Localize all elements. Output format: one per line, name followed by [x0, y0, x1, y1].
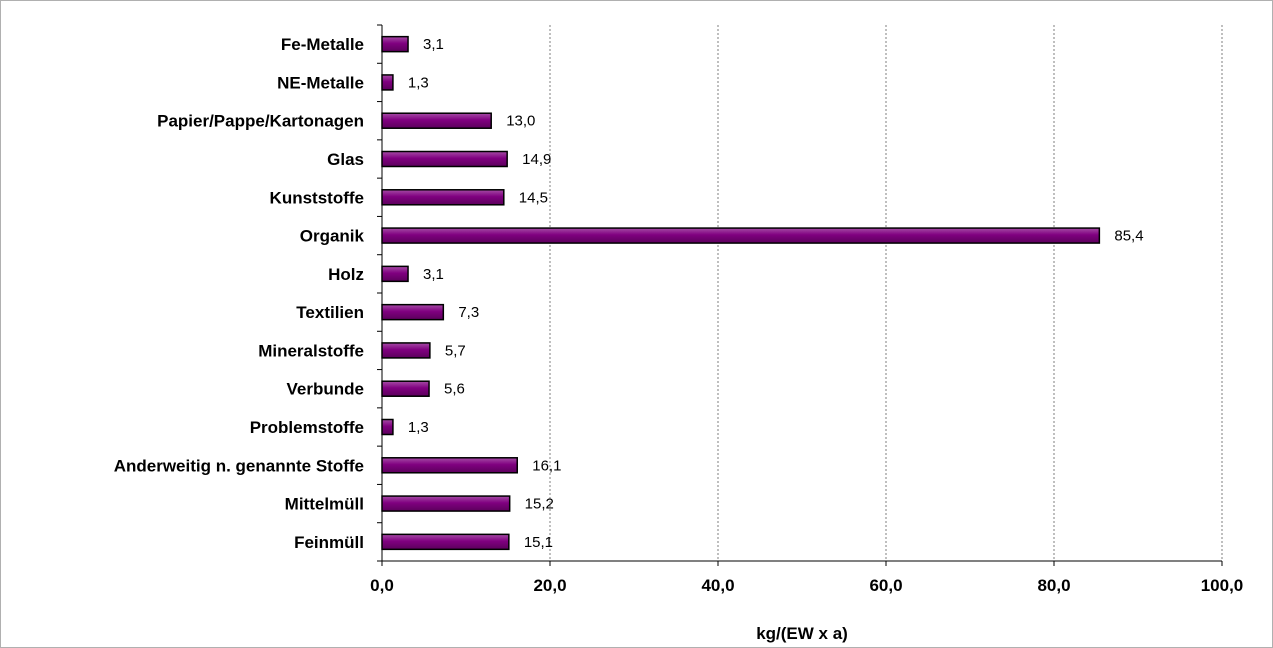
data-label: 1,3: [408, 74, 429, 91]
category-label: Organik: [300, 227, 365, 246]
category-label: Anderweitig n. genannte Stoffe: [114, 456, 364, 475]
bars: [381, 35, 1101, 551]
data-label: 15,2: [525, 496, 554, 513]
x-axis-title: kg/(EW x a): [756, 624, 848, 643]
bar-0: [381, 35, 409, 53]
category-label: NE-Metalle: [277, 73, 364, 92]
bar-13: [381, 533, 510, 551]
bar-5: [381, 227, 1101, 244]
x-tick-label: 40,0: [701, 576, 734, 595]
bar-1: [381, 74, 394, 91]
bar-2: [381, 112, 492, 129]
data-label: 5,7: [445, 342, 466, 359]
bar-3: [381, 150, 508, 168]
bar-7: [381, 303, 445, 321]
bar-10: [381, 418, 394, 436]
bar-11: [381, 457, 518, 474]
bar-6: [381, 265, 409, 283]
category-label: Papier/Pappe/Kartonagen: [157, 112, 364, 131]
category-label: Problemstoffe: [250, 418, 364, 437]
category-label: Verbunde: [287, 380, 364, 399]
data-label: 16,1: [532, 457, 561, 474]
category-label: Fe-Metalle: [281, 35, 364, 54]
data-label: 7,3: [458, 304, 479, 321]
data-label: 14,5: [519, 189, 548, 206]
data-label: 1,3: [408, 419, 429, 436]
axes: [377, 24, 1223, 566]
data-label: 3,1: [423, 266, 444, 283]
x-tick-label: 20,0: [533, 576, 566, 595]
category-label: Mineralstoffe: [258, 341, 364, 360]
x-tick-label: 80,0: [1037, 576, 1070, 595]
data-label: 15,1: [524, 534, 553, 551]
x-tick-label: 100,0: [1201, 576, 1244, 595]
x-tick-label: 0,0: [370, 576, 394, 595]
category-label: Kunststoffe: [270, 188, 364, 207]
bar-8: [381, 342, 431, 359]
data-label: 13,0: [506, 113, 535, 130]
category-label: Feinmüll: [294, 533, 364, 552]
gridlines: [549, 25, 1223, 561]
data-label: 14,9: [522, 151, 551, 168]
bar-4: [381, 189, 505, 206]
category-label: Glas: [327, 150, 364, 169]
data-label: 85,4: [1114, 228, 1143, 245]
category-label: Mittelmüll: [285, 495, 364, 514]
data-label: 3,1: [423, 36, 444, 53]
bar-12: [381, 495, 511, 512]
data-label: 5,6: [444, 381, 465, 398]
bar-9: [381, 380, 430, 397]
category-label: Holz: [328, 265, 364, 284]
labels: 0,0 20,0 40,0 60,0 80,0 100,0 Fe-Metalle 3,1 NE-…: [114, 35, 1244, 595]
x-tick-label: 60,0: [869, 576, 902, 595]
category-label: Textilien: [296, 303, 364, 322]
